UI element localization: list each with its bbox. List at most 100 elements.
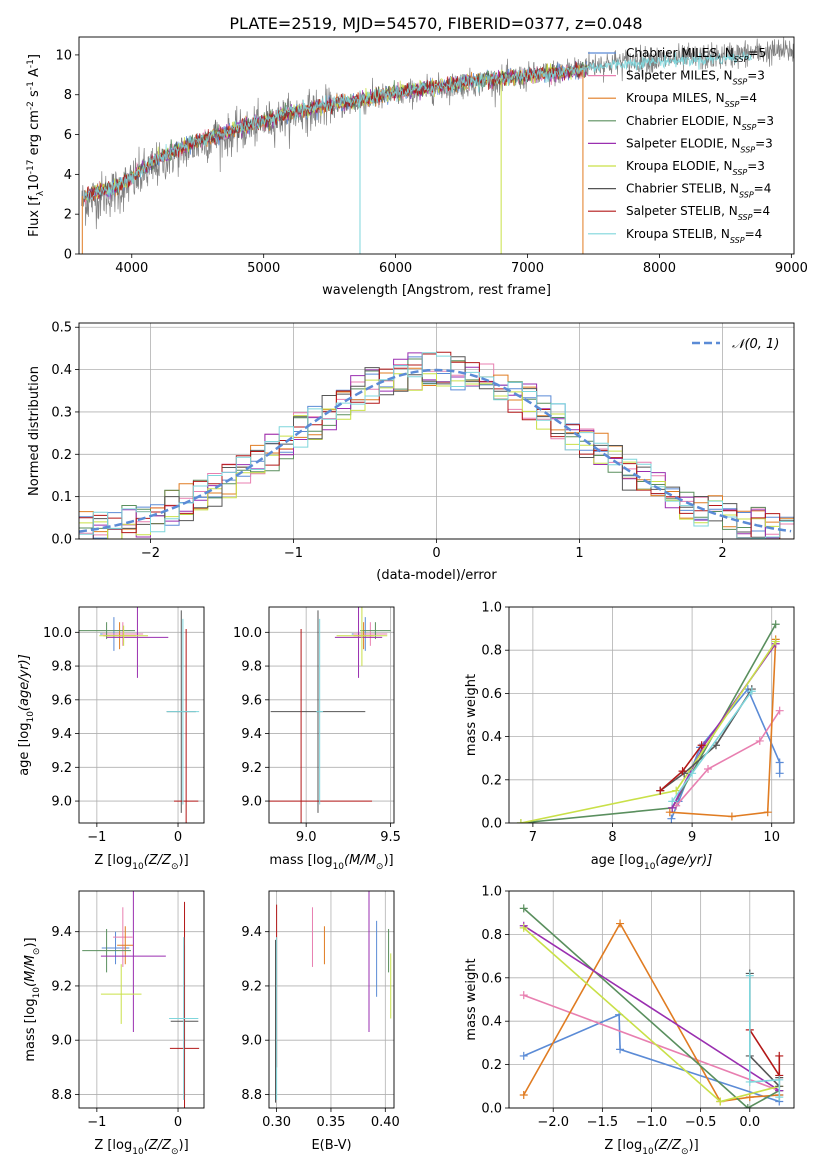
y-tick-label: 0.0: [481, 817, 502, 832]
y-tick-label: 9.4: [241, 925, 262, 940]
y-tick-label: 0.1: [51, 490, 72, 505]
x-axis-label: age [log10(age/yr)]: [591, 853, 713, 872]
axes-frame: [268, 606, 395, 824]
y-tick-label: 0.2: [481, 773, 502, 788]
marker-kroupa_miles: [519, 1090, 528, 1099]
y-tick-label: 6: [64, 128, 72, 143]
y-axis-label: Flux [fλ10-17 erg cm-2 s-1 A-1]: [26, 54, 46, 237]
legend-label-kroupa_miles: Kroupa MILES, NSSP=4: [626, 91, 757, 109]
y-tick-label: 9.0: [241, 1034, 262, 1049]
plot-area: [79, 351, 794, 539]
mw-vs-age-axes: 7 8 9 10 0.0 0.2 0.4 0.6 0.8 1.0 age [log10(age/yr…: [464, 601, 795, 872]
series-chabrier_miles: [670, 687, 781, 820]
legend-label-chabrier_stelib: Chabrier STELIB, NSSP=4: [626, 182, 771, 200]
marker-chabrier_miles: [616, 1045, 625, 1054]
plot-area: [82, 891, 200, 1108]
marker-chabrier_miles: [775, 758, 784, 767]
spectrum-axes: 4000 5000 6000 7000 8000 9000 0 2 4 6 8 10 wavelengt…: [26, 36, 808, 298]
x-tick-label: −2.0: [537, 1115, 569, 1130]
y-tick-label: 0.4: [481, 1015, 502, 1030]
y-tick-label: 10: [55, 48, 72, 63]
x-tick-label: 9.5: [380, 830, 401, 845]
marker-chabrier_miles: [775, 769, 784, 778]
x-tick-label: 0.35: [316, 1115, 345, 1130]
marker-kroupa_stelib: [775, 1093, 784, 1102]
marker-chabrier_elodie: [519, 904, 528, 913]
marker-chabrier_elodie: [743, 1104, 752, 1108]
plot-area: [79, 607, 200, 823]
x-tick-label: −0.5: [685, 1115, 717, 1130]
plot-area: [516, 620, 784, 823]
legend-label-kroupa_elodie: Kroupa ELODIE, NSSP=3: [626, 159, 765, 177]
y-tick-label: 0.0: [51, 533, 72, 548]
y-tick-label: 9.6: [241, 693, 262, 708]
x-tick-label: −2: [141, 546, 160, 561]
model-spectrum-chabrier_elodie: [83, 61, 588, 204]
y-tick-label: 0.4: [51, 363, 72, 378]
y-tick-label: 9.2: [241, 761, 262, 776]
histogram-kroupa_elodie: [79, 373, 794, 539]
y-tick-label: 8.8: [241, 1088, 262, 1103]
marker-kroupa_stelib: [745, 971, 754, 980]
mass-vs-ebv-axes: 0.30 0.35 0.40 8.8 9.0 9.2 9.4 E(B-V): [241, 890, 400, 1153]
axes-frame: [78, 606, 205, 824]
axes-frame: [78, 890, 205, 1109]
marker-kroupa_stelib: [668, 797, 677, 806]
marker-salpeter_miles: [704, 765, 713, 773]
histogram-kroupa_stelib: [79, 352, 794, 539]
mw-vs-z-axes: −2.0 −1.5 −1.0 −0.5 0.0 0.0 0.2 0.4 0.6 0.8 1.0 Z […: [464, 885, 795, 1157]
marker-salpeter_miles: [755, 736, 764, 745]
x-axis-label: E(B-V): [311, 1138, 351, 1153]
legend-label-kroupa_stelib: Kroupa STELIB, NSSP=4: [626, 227, 762, 245]
marker-chabrier_elodie: [771, 620, 780, 629]
x-tick-label: 5000: [247, 261, 280, 276]
x-tick-label: −1: [87, 1115, 106, 1130]
marker-chabrier_miles: [519, 1051, 528, 1060]
model-spectrum-kroupa_stelib: [83, 65, 588, 202]
y-tick-label: 9.8: [51, 660, 72, 675]
marker-kroupa_stelib: [747, 687, 756, 696]
x-tick-label: 0.0: [739, 1115, 760, 1130]
marker-salpeter_miles: [519, 991, 528, 1000]
x-tick-label: 10: [763, 830, 780, 845]
y-tick-label: 9.0: [241, 795, 262, 810]
y-tick-label: 0.3: [51, 405, 72, 420]
residuals-axes: −2 −1 0 1 2 0.0 0.1 0.2 0.3 0.4 0.5 𝒩(0, 1) (data-mo…: [27, 321, 795, 583]
y-tick-label: 9.2: [51, 761, 72, 776]
marker-kroupa_miles: [727, 812, 736, 821]
axes-frame: [78, 322, 795, 540]
marker-kroupa_miles: [763, 808, 772, 817]
model-spectrum-salpeter_miles: [83, 64, 588, 205]
axes-frame: [78, 36, 795, 255]
x-tick-label: −1.5: [587, 1115, 619, 1130]
y-tick-label: 1.0: [481, 601, 502, 616]
age-vs-z-axes: −1 0 9.0 9.2 9.4 9.6 9.8 10.0 Z [log10(Z/Z⊙)] age…: [17, 606, 205, 872]
legend-label-normal: 𝒩(0, 1): [732, 337, 779, 352]
marker-salpeter_stelib: [678, 767, 687, 776]
y-tick-label: 0.6: [481, 687, 502, 702]
marker-salpeter_miles: [775, 706, 784, 715]
x-tick-label: 7000: [511, 261, 544, 276]
axes-frame: [508, 890, 795, 1109]
marker-kroupa_elodie: [672, 786, 681, 795]
x-axis-label: wavelength [Angstrom, rest frame]: [322, 283, 551, 298]
x-tick-label: 8: [608, 830, 616, 845]
legend-label-salpeter_miles: Salpeter MILES, NSSP=3: [626, 69, 765, 87]
marker-kroupa_elodie: [716, 1097, 725, 1106]
plot-area: [269, 607, 391, 823]
y-tick-label: 9.0: [51, 1034, 72, 1049]
series-kroupa_stelib: [749, 975, 781, 1098]
x-tick-label: −1: [87, 830, 106, 845]
y-tick-label: 9.4: [241, 727, 262, 742]
x-tick-label: −1.0: [636, 1115, 668, 1130]
y-tick-label: 10.0: [43, 626, 72, 641]
model-spectrum-kroupa_miles: [83, 63, 588, 201]
x-axis-label: Z [log10(Z/Z⊙)]: [604, 1138, 698, 1157]
x-axis-label: Z [log10(Z/Z⊙)]: [94, 853, 188, 872]
figure-title: PLATE=2519, MJD=54570, FIBERID=0377, z=0…: [229, 14, 642, 33]
y-tick-label: 0.5: [51, 321, 72, 336]
y-axis-label: Normed distribution: [27, 366, 42, 496]
marker-salpeter_stelib: [656, 786, 665, 795]
x-tick-label: 1: [575, 546, 583, 561]
